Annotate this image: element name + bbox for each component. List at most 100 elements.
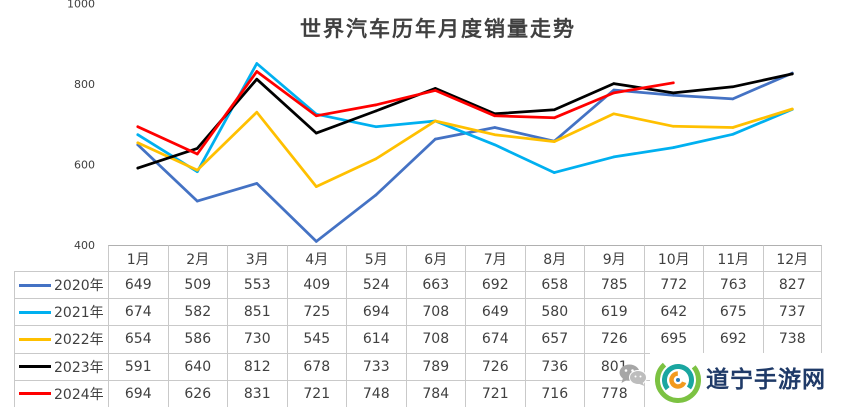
series-line-2021: [136, 62, 794, 174]
table-cell: 692: [465, 271, 525, 299]
table-header-month: 8月: [524, 245, 584, 271]
table-cell: 695: [643, 325, 703, 353]
table-cell: 789: [405, 352, 465, 380]
table-cell: 663: [405, 271, 465, 299]
table-cell: 778: [584, 379, 644, 407]
table-cell: 738: [762, 325, 822, 353]
table-cell: 726: [465, 352, 525, 380]
legend-swatch-2020: [19, 283, 51, 287]
table-header-month: 1月: [108, 245, 168, 271]
data-point-2023: [553, 108, 556, 112]
table-cell: 409: [286, 271, 346, 299]
data-point-2022: [553, 140, 556, 143]
data-point-2021: [612, 155, 616, 159]
y-tick-label: 800: [74, 78, 95, 91]
table-cell: 626: [167, 379, 227, 407]
table-cell: 509: [167, 271, 227, 299]
table-header-month: 5月: [346, 245, 406, 271]
data-point-2023: [196, 147, 199, 150]
data-point-2023: [136, 166, 140, 170]
table-cell: 730: [227, 325, 287, 353]
table-cell: 772: [643, 271, 703, 299]
legend-row-2022: 2022年: [14, 325, 108, 353]
table-cell: 726: [584, 325, 644, 353]
table-cell: 674: [465, 325, 525, 353]
table-cell: 721: [286, 379, 346, 407]
table-cell: 545: [286, 325, 346, 353]
table-cell: 785: [584, 271, 644, 299]
data-point-2020: [255, 182, 259, 185]
table-cell: 553: [227, 271, 287, 299]
table-header-month: 6月: [405, 245, 465, 271]
data-point-2020: [672, 94, 675, 97]
data-point-2020: [434, 137, 437, 141]
data-point-2021: [672, 146, 675, 149]
table-header-month: 4月: [286, 245, 346, 271]
legend-swatch-2024: [19, 392, 51, 396]
data-point-2021: [255, 62, 259, 65]
legend-swatch-2021: [19, 310, 51, 314]
legend-row-2023: 2023年: [14, 352, 108, 380]
data-point-2022: [196, 168, 199, 172]
data-point-2023: [315, 131, 318, 135]
table-cell: 649: [465, 298, 525, 326]
table-cell: 721: [465, 379, 525, 407]
data-point-2021: [374, 125, 378, 128]
table-cell: 586: [167, 325, 227, 353]
table-cell: 654: [108, 325, 168, 353]
data-point-2022: [612, 112, 616, 116]
table-header-month: 12月: [762, 245, 822, 271]
table-cell: 763: [703, 271, 763, 299]
data-point-2020: [612, 88, 616, 92]
table-cell: 748: [346, 379, 406, 407]
table-cell: 694: [108, 379, 168, 407]
data-point-2020: [493, 126, 497, 129]
table-cell: 591: [108, 352, 168, 380]
data-point-2021: [731, 133, 735, 136]
y-tick-label: 600: [74, 159, 95, 172]
data-point-2024: [553, 116, 556, 120]
data-point-2023: [672, 91, 675, 95]
data-point-2023: [612, 82, 616, 85]
table-cell: 582: [167, 298, 227, 326]
data-point-2024: [255, 70, 259, 73]
legend-label: 2020年: [54, 278, 104, 295]
data-point-2023: [374, 109, 378, 113]
table-header-month: 10月: [643, 245, 703, 271]
table-cell: 694: [346, 298, 406, 326]
series-line-2023: [136, 72, 794, 170]
data-point-2022: [434, 119, 437, 123]
table-cell: 784: [405, 379, 465, 407]
table-header-month: 3月: [227, 245, 287, 271]
data-point-2020: [374, 193, 378, 197]
table-cell: 812: [227, 352, 287, 380]
table-cell: 649: [108, 271, 168, 299]
data-point-2024: [315, 114, 318, 118]
table-cell: 737: [762, 298, 822, 326]
table-header-month: 9月: [584, 245, 644, 271]
data-point-2021: [553, 171, 556, 174]
data-point-2023: [731, 85, 735, 89]
table-cell: 657: [524, 325, 584, 353]
table-cell: 692: [703, 325, 763, 353]
data-point-2023: [791, 72, 794, 76]
data-point-2024: [196, 152, 199, 156]
chart-title: 世界汽车历年月度销量走势: [300, 17, 576, 41]
data-point-2021: [136, 133, 140, 136]
legend-swatch-2023: [19, 365, 51, 369]
table-cell: 831: [227, 379, 287, 407]
wechat-icon: [619, 364, 647, 386]
legend-label: 2023年: [54, 359, 104, 376]
series-line-2022: [136, 107, 794, 188]
data-point-2022: [255, 110, 259, 114]
table-cell: 725: [286, 298, 346, 326]
table-cell: 619: [584, 298, 644, 326]
legend-row-2021: 2021年: [14, 298, 108, 326]
data-point-2020: [731, 97, 735, 101]
table-cell: 708: [405, 298, 465, 326]
data-point-2023: [255, 77, 259, 81]
data-point-2022: [136, 141, 140, 145]
watermark-text: 道宁手游网: [706, 367, 826, 393]
